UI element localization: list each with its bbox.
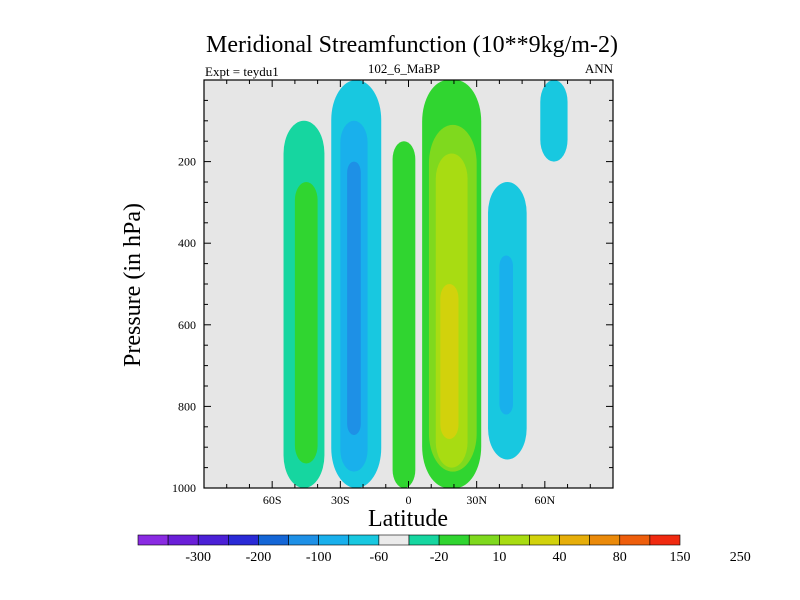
y-tick-label-1: 400 — [178, 236, 196, 250]
y-tick-label-0: 200 — [178, 155, 196, 169]
colorbar-label-6: 40 — [553, 550, 567, 565]
y-tick-label-4: 1000 — [172, 481, 196, 495]
x-axis-ticks: 60S 30S 0 30N 60N — [226, 80, 591, 507]
experiment-label: Expt = teydu1 — [205, 64, 279, 79]
colorbar-swatch-17 — [649, 534, 681, 546]
colorbar-label-1: -200 — [246, 550, 272, 565]
y-axis-title: Pressure (in hPa) — [120, 203, 146, 367]
colorbar-swatch-3 — [228, 534, 259, 546]
colorbar-label-8: 150 — [670, 550, 691, 565]
x-tick-label-0: 60S — [263, 493, 282, 507]
colorbar-label-9: 250 — [730, 550, 751, 565]
colorbar-swatch-6 — [318, 534, 350, 546]
colorbar-label-0: -300 — [185, 550, 211, 565]
x-tick-label-2: 0 — [406, 493, 412, 507]
x-tick-label-3: 30N — [466, 493, 487, 507]
colorbar: -300 -200 -100 -60 -20 10 40 80 150 250 — [137, 534, 751, 565]
colorbar-swatch-16 — [619, 534, 651, 546]
contour-cell-4 — [347, 161, 361, 435]
chart-title: Meridional Streamfunction (10**9kg/m-2) — [206, 32, 618, 58]
colorbar-swatch-14 — [559, 534, 590, 546]
contour-cell-9 — [440, 284, 459, 440]
period-label: 102_6_MaBP — [368, 61, 440, 76]
x-tick-label-4: 60N — [534, 493, 555, 507]
colorbar-swatch-0 — [137, 534, 169, 546]
colorbar-label-7: 80 — [613, 550, 627, 565]
colorbar-swatch-8 — [378, 534, 410, 546]
contour-cell-1 — [294, 182, 318, 464]
colorbar-label-5: 10 — [492, 550, 506, 565]
contour-cells — [283, 80, 568, 489]
colorbar-swatch-1 — [167, 534, 199, 546]
colorbar-swatch-4 — [258, 534, 289, 546]
y-axis-ticks: 200 400 600 800 1000 — [172, 99, 613, 495]
colorbar-swatch-5 — [288, 534, 319, 546]
x-tick-label-1: 30S — [331, 493, 350, 507]
colorbar-swatch-15 — [589, 534, 621, 546]
colorbar-swatch-13 — [529, 534, 560, 546]
colorbar-swatch-12 — [499, 534, 530, 546]
y-tick-label-3: 800 — [178, 399, 196, 413]
y-tick-label-2: 600 — [178, 318, 196, 332]
colorbar-label-2: -100 — [306, 550, 332, 565]
colorbar-swatch-9 — [408, 534, 440, 546]
colorbar-swatch-11 — [468, 534, 500, 546]
x-axis-title: Latitude — [368, 506, 448, 532]
colorbar-swatch-2 — [197, 534, 229, 546]
colorbar-label-4: -20 — [430, 550, 449, 565]
contour-cell-5 — [392, 141, 416, 488]
season-label: ANN — [585, 61, 614, 76]
plot-area: 60S 30S 0 30N 60N 200 400 600 800 1000 — [172, 79, 614, 507]
colorbar-swatch-7 — [348, 534, 380, 546]
contour-cell-11 — [499, 255, 514, 415]
colorbar-label-3: -60 — [370, 550, 389, 565]
colorbar-swatch-10 — [438, 534, 470, 546]
contour-cell-12 — [540, 80, 568, 162]
